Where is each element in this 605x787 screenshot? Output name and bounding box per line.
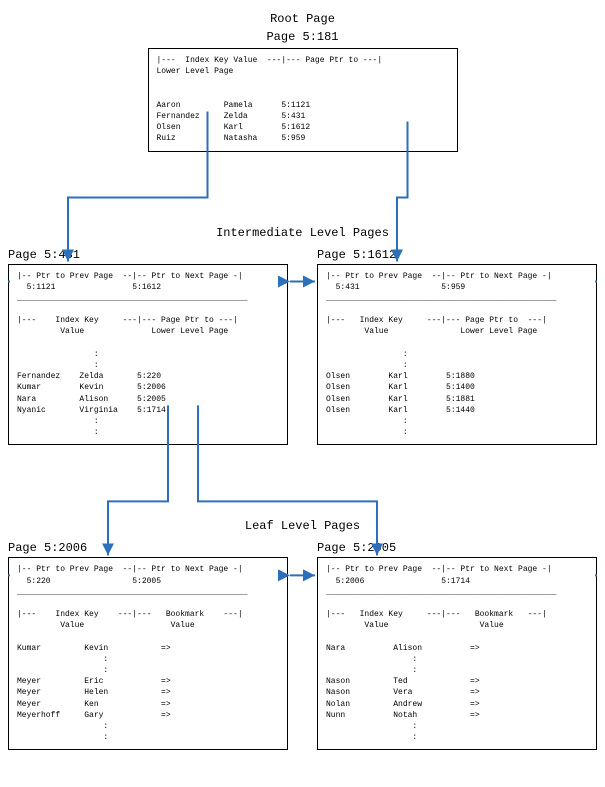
root-title: Root Page bbox=[8, 12, 597, 26]
leaf-left-box: |-- Ptr to Prev Page --|-- Ptr to Next P… bbox=[8, 557, 288, 750]
inter-left-label: Page 5:431 bbox=[8, 248, 288, 262]
inter-right-label: Page 5:1612 bbox=[317, 248, 597, 262]
inter-right-box: |-- Ptr to Prev Page --|-- Ptr to Next P… bbox=[317, 264, 597, 446]
leaf-right-box: |-- Ptr to Prev Page --|-- Ptr to Next P… bbox=[317, 557, 597, 750]
leaf-title: Leaf Level Pages bbox=[8, 519, 597, 533]
inter-left-box: |-- Ptr to Prev Page --|-- Ptr to Next P… bbox=[8, 264, 288, 446]
root-page-label: Page 5:181 bbox=[8, 30, 597, 44]
root-page-box: |--- Index Key Value ---|--- Page Ptr to… bbox=[148, 48, 458, 152]
leaf-left-label: Page 5:2006 bbox=[8, 541, 288, 555]
inter-title: Intermediate Level Pages bbox=[8, 226, 597, 240]
leaf-right-label: Page 5:2005 bbox=[317, 541, 597, 555]
